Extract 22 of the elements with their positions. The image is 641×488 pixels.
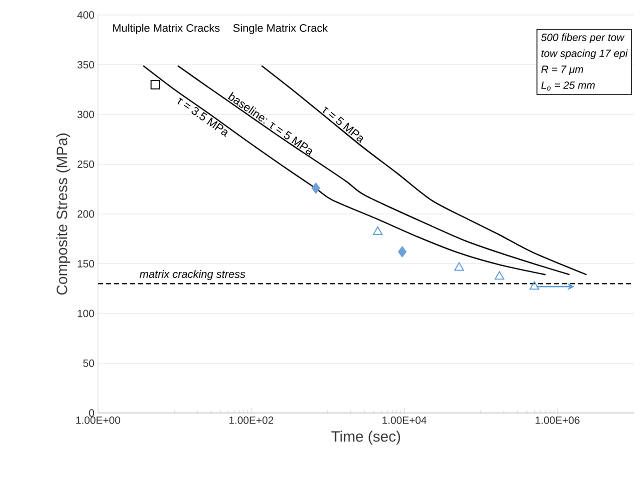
annotation: Single Matrix Crack [233, 24, 328, 34]
y-tick-label: 400 [77, 11, 94, 19]
x-tick-label: 1.00E+06 [536, 416, 580, 424]
y-tick-label: 0 [89, 409, 94, 417]
y-tick-label: 350 [77, 61, 94, 68]
annotation: 500 fibers per tow [541, 33, 625, 44]
y-tick-label: 250 [78, 160, 94, 168]
x-tick-label: 1.00E+04 [382, 416, 427, 424]
x-tick-label: 1.00E+00 [76, 416, 120, 424]
y-tick-label: 300 [77, 110, 94, 118]
annotation: Multiple Matrix Cracks [113, 24, 220, 34]
y-tick-label: 200 [78, 210, 94, 218]
y-tick-label: 150 [78, 260, 94, 268]
y-axis-title: Composite Stress (MPa) [56, 134, 70, 295]
annotation: tow spacing 17 epi [541, 49, 628, 60]
y-tick-label: 100 [78, 310, 94, 318]
y-tick-label: 50 [83, 360, 94, 367]
x-tick-label: 1.00E+02 [229, 416, 274, 424]
annotation: L$_{o}$ = 25 mm [541, 81, 595, 91]
annotation: R = 7 μm [541, 66, 584, 75]
x-axis-title: Time (sec) [331, 430, 400, 445]
ref-line-label: matrix cracking stress [140, 270, 246, 280]
